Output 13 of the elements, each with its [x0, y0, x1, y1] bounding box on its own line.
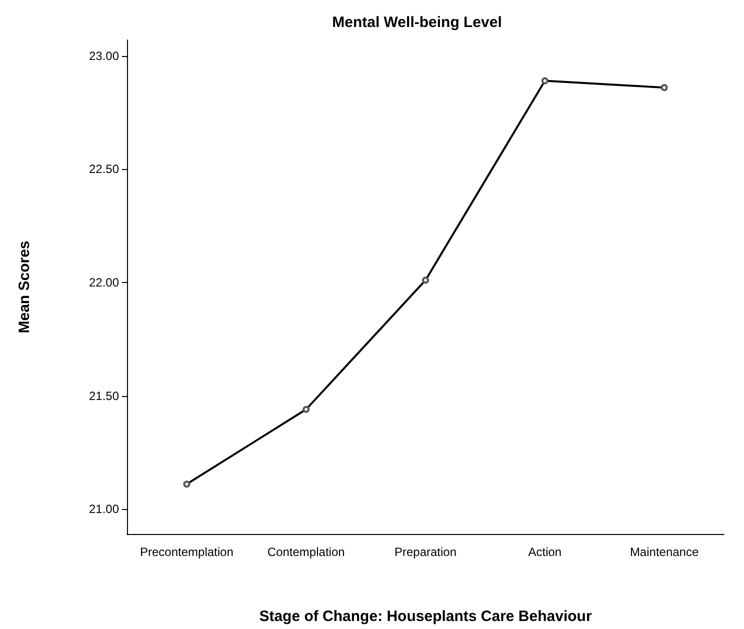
y-axis-title: Mean Scores	[16, 240, 33, 334]
y-tick-label: 22.00	[88, 275, 120, 290]
y-tick-label: 21.50	[88, 388, 120, 403]
y-tick-label: 21.00	[88, 502, 120, 516]
x-axis-title: Stage of Change: Houseplants Care Behaviour	[259, 608, 592, 625]
x-tick-label: Maintenance	[630, 545, 699, 559]
x-tick-label: Action	[528, 545, 562, 559]
chart-title: Mental Well-being Level	[332, 14, 502, 31]
y-tick-label: 23.00	[88, 48, 120, 63]
y-tick-label: 22.50	[88, 162, 120, 176]
x-tick-label: Preparation	[394, 545, 457, 559]
x-tick-label: Contemplation	[267, 545, 345, 559]
x-tick-label: Precontemplation	[140, 545, 234, 559]
